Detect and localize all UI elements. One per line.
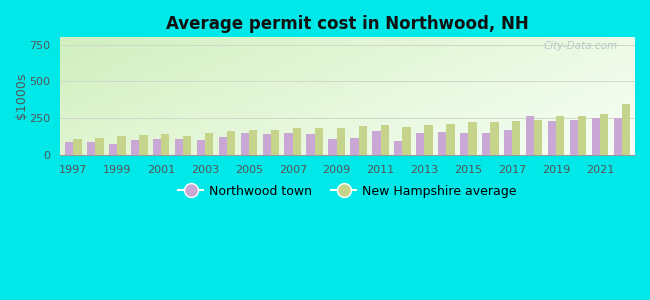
Bar <box>139 135 148 155</box>
Bar <box>227 131 235 155</box>
Bar <box>402 127 411 155</box>
Bar <box>380 125 389 155</box>
Bar <box>534 120 542 155</box>
Bar <box>394 142 402 155</box>
Bar <box>424 125 433 155</box>
Bar <box>447 124 454 155</box>
Bar <box>240 133 249 155</box>
Bar <box>359 126 367 155</box>
Bar <box>468 122 476 155</box>
Bar <box>526 116 534 155</box>
Bar <box>292 128 301 155</box>
Bar <box>73 139 82 155</box>
Bar <box>65 142 73 155</box>
Bar <box>117 136 125 155</box>
Legend: Northwood town, New Hampshire average: Northwood town, New Hampshire average <box>174 180 522 203</box>
Bar <box>372 131 380 155</box>
Text: City-Data.com: City-Data.com <box>543 41 618 51</box>
Bar <box>205 133 213 155</box>
Bar <box>600 114 608 155</box>
Bar <box>87 142 96 155</box>
Bar <box>416 133 424 155</box>
Bar <box>337 128 345 155</box>
Bar <box>592 118 600 155</box>
Bar <box>460 133 468 155</box>
Bar <box>306 134 315 155</box>
Bar <box>556 116 564 155</box>
Bar <box>175 139 183 155</box>
Bar <box>161 134 170 155</box>
Y-axis label: $1000s: $1000s <box>15 73 28 119</box>
Bar <box>614 118 622 155</box>
Bar <box>504 130 512 155</box>
Bar <box>548 121 556 155</box>
Bar <box>183 136 191 155</box>
Bar <box>512 122 521 155</box>
Bar <box>622 104 630 155</box>
Bar <box>482 133 490 155</box>
Bar <box>249 130 257 155</box>
Bar <box>350 138 359 155</box>
Bar <box>328 139 337 155</box>
Bar <box>153 139 161 155</box>
Bar <box>197 140 205 155</box>
Bar <box>109 143 117 155</box>
Bar <box>578 116 586 155</box>
Bar <box>271 130 279 155</box>
Bar <box>218 137 227 155</box>
Bar <box>438 132 447 155</box>
Bar <box>96 138 103 155</box>
Bar <box>569 120 578 155</box>
Bar <box>490 122 499 155</box>
Bar <box>263 134 271 155</box>
Bar <box>315 128 323 155</box>
Title: Average permit cost in Northwood, NH: Average permit cost in Northwood, NH <box>166 15 529 33</box>
Bar <box>285 133 292 155</box>
Bar <box>131 140 139 155</box>
